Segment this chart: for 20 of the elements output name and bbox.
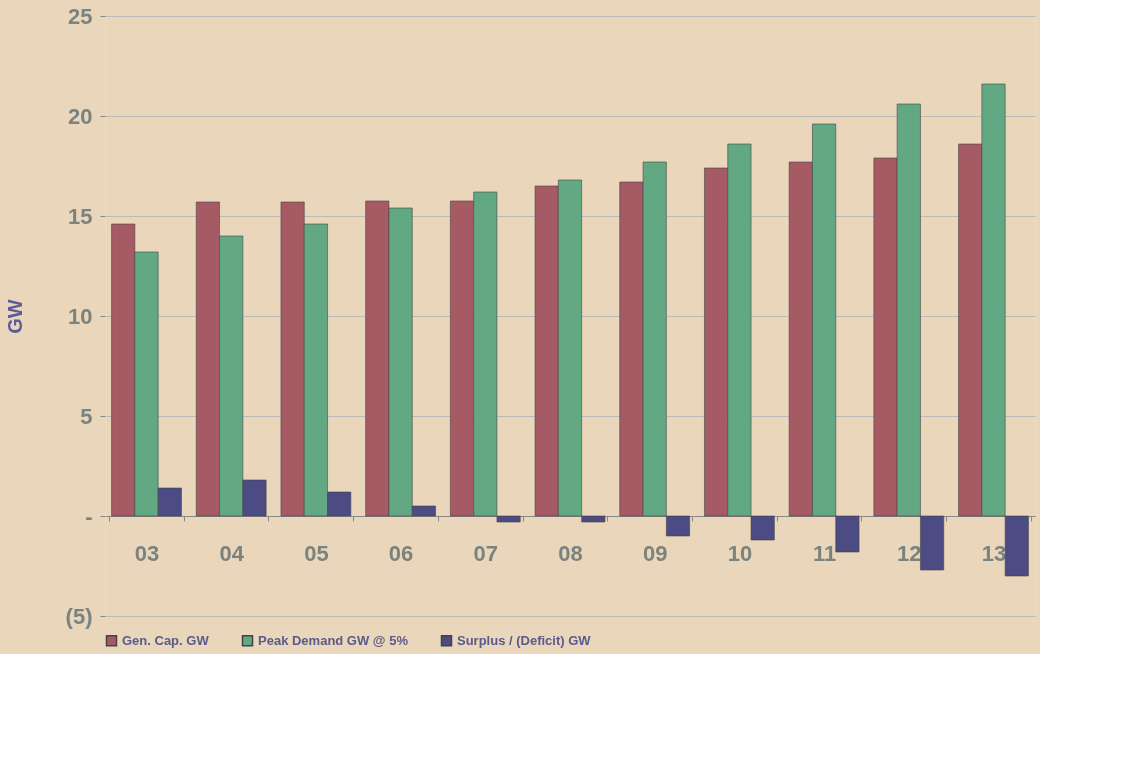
y-tick-label: (5) <box>65 603 93 629</box>
x-tick-label: 05 <box>304 540 329 566</box>
legend-label: Surplus / (Deficit) GW <box>457 632 592 648</box>
x-tick-label: 06 <box>388 540 414 566</box>
y-tick-label: 5 <box>80 403 93 429</box>
legend-label: Gen. Cap. GW <box>122 632 210 648</box>
x-tick-label: 03 <box>134 540 160 566</box>
y-tick-label: 25 <box>68 3 93 29</box>
y-tick-label: - <box>85 503 93 529</box>
x-tick-label: 11 <box>812 540 837 566</box>
x-tick-label: 10 <box>727 540 753 566</box>
y-axis-title: GW <box>3 299 26 334</box>
y-tick-label: 15 <box>68 203 93 229</box>
legend-label: Peak Demand GW @ 5% <box>258 632 409 648</box>
y-tick-label: 10 <box>68 303 93 329</box>
x-tick-label: 08 <box>558 540 583 566</box>
y-tick-label: 20 <box>68 103 93 129</box>
x-tick-label: 07 <box>473 540 499 566</box>
x-tick-label: 04 <box>219 540 245 566</box>
x-tick-label: 09 <box>642 540 668 566</box>
